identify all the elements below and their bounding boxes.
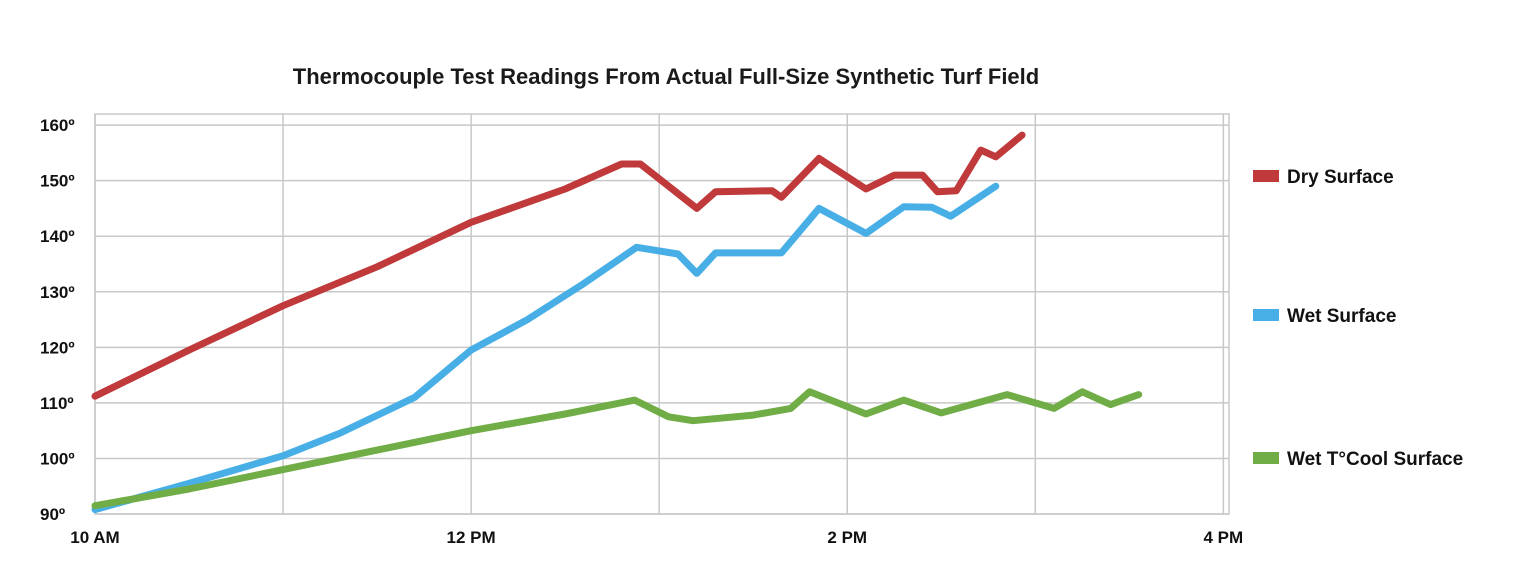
series-line-2 <box>91 182 1000 514</box>
y-tick-label: 140º <box>40 227 75 246</box>
y-tick-label: 130º <box>40 283 75 302</box>
x-tick-label: 10 AM <box>70 528 119 547</box>
series-lines <box>91 131 1143 514</box>
y-tick-label: 150º <box>40 172 75 191</box>
x-tick-label: 12 PM <box>447 528 496 547</box>
chart-title: Thermocouple Test Readings From Actual F… <box>293 64 1039 89</box>
legend-label-1: Dry Surface <box>1287 167 1394 188</box>
y-tick-label: 100º <box>40 449 75 468</box>
series-line-3 <box>91 388 1143 510</box>
y-tick-label: 110º <box>40 394 74 413</box>
legend-label-3: Wet T°Cool Surface <box>1287 449 1463 470</box>
x-axis-tick-labels: 10 AM 12 PM 2 PM 4 PM <box>70 528 1243 547</box>
legend: Dry Surface Wet Surface Wet T°Cool Surface <box>1253 167 1463 470</box>
y-tick-label: 160º <box>40 116 75 135</box>
y-axis-tick-labels: 90º 100º 110º 120º 130º 140º 150º 160º <box>40 116 75 524</box>
legend-swatch-2 <box>1253 309 1279 321</box>
legend-swatch-1 <box>1253 170 1279 182</box>
x-tick-label: 4 PM <box>1204 528 1244 547</box>
x-tick-label: 2 PM <box>827 528 867 547</box>
legend-label-2: Wet Surface <box>1287 306 1396 327</box>
series-line-1 <box>91 131 1026 400</box>
y-tick-label: 120º <box>40 338 75 357</box>
legend-swatch-3 <box>1253 452 1279 464</box>
y-tick-label: 90º <box>40 505 65 524</box>
plot-area-frame <box>94 113 1230 515</box>
